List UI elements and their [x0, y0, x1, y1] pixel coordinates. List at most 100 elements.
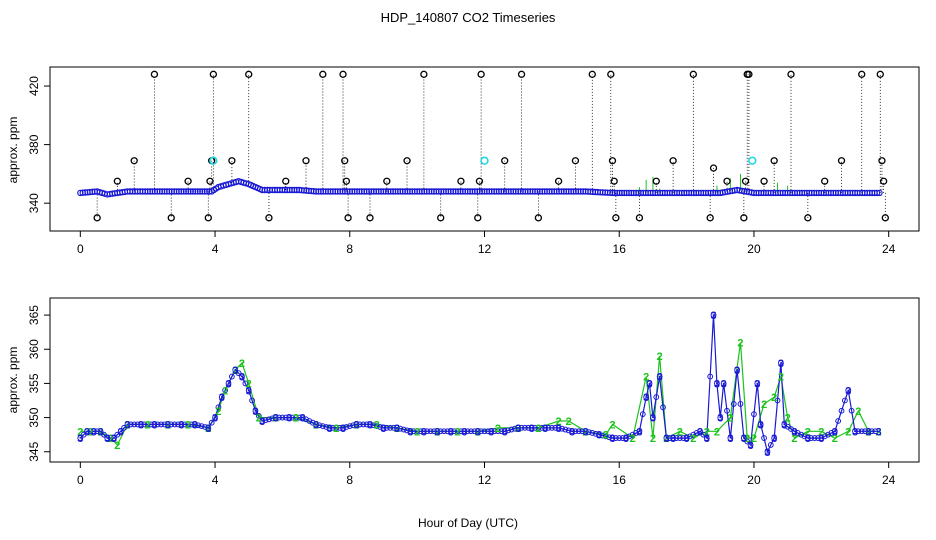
series-3-glyph: 3: [643, 392, 649, 404]
series-2-glyph: 2: [124, 419, 130, 431]
series-3-point: [242, 380, 249, 387]
spike-point: [607, 70, 615, 78]
series-2-glyph: 2: [232, 365, 238, 377]
series-3-glyph: 3: [448, 426, 454, 438]
series-2-glyph: 2: [727, 413, 733, 425]
series-3-point: [673, 435, 680, 441]
series-3-point: [249, 397, 255, 404]
series-3-point: [609, 435, 616, 441]
series-3-point: [343, 424, 350, 430]
series-2-glyph: 2: [845, 426, 851, 438]
series-3-point: [478, 428, 485, 435]
series-3-point: [323, 424, 330, 430]
series-3-point: [279, 414, 286, 421]
cyan-point: [209, 156, 218, 165]
series-3-glyph: 3: [818, 433, 824, 445]
series-3-point: [545, 424, 552, 431]
series-2-glyph: 2: [454, 426, 460, 438]
spike-point: [204, 214, 212, 222]
series-3-point: [414, 428, 421, 435]
series-3-glyph: 3: [778, 358, 784, 370]
series-3-glyph: 3: [124, 419, 130, 431]
series-3-point: [697, 428, 703, 435]
series-2-glyph: 2: [246, 378, 252, 390]
series-3-glyph: 3: [636, 426, 642, 438]
top-y-tick-label: 380: [27, 134, 41, 154]
series-2-glyph: 2: [215, 406, 221, 418]
spike-point: [804, 214, 812, 222]
series-3-point: [205, 424, 212, 431]
spike-point: [534, 214, 543, 222]
series-3-point: [461, 428, 468, 435]
series-3-point: [501, 428, 508, 435]
series-3-point: [542, 424, 549, 431]
series-3-point: [309, 419, 316, 426]
series-2-glyph: 2: [690, 433, 696, 445]
series-3-glyph: 3: [502, 426, 508, 438]
bottom-x-tick-label: 20: [747, 473, 761, 487]
series-2-glyph: 2: [657, 351, 663, 363]
series-3-glyph: 3: [758, 419, 764, 431]
series-3-point: [100, 431, 107, 438]
series-3-point: [77, 435, 84, 441]
series-3-point: [764, 448, 771, 455]
series-3-point: [612, 435, 619, 441]
series-3-point: [336, 424, 343, 431]
series-2-glyph: 2: [805, 426, 811, 438]
series-3-point: [828, 430, 835, 436]
series-3-glyph: 3: [407, 426, 413, 438]
bottom-x-tick-label: 8: [346, 473, 353, 487]
series-3-point: [191, 421, 198, 428]
series-3-point: [606, 434, 613, 441]
spike-point: [245, 70, 253, 78]
series-3-point: [107, 435, 114, 441]
top-y-tick-label: 340: [27, 193, 41, 213]
spike-point: [554, 177, 563, 185]
series-3-glyph: 3: [556, 423, 562, 435]
series-3-point: [693, 430, 700, 436]
series-3-point: [178, 421, 185, 428]
series-3-point: [646, 380, 653, 387]
spike-point: [709, 164, 718, 172]
top-plot-frame: [49, 66, 920, 232]
series-2-glyph: 2: [744, 433, 750, 445]
spike-point: [265, 214, 273, 222]
series-2-glyph: 2: [603, 430, 609, 442]
series-3-point: [239, 373, 245, 380]
spike-point: [821, 177, 829, 185]
series-3-glyph: 3: [721, 378, 727, 390]
bottom-y-tick-label: 350: [27, 407, 41, 427]
series-3-glyph: 3: [734, 365, 740, 377]
series-3-glyph: 3: [421, 426, 427, 438]
series-3-point: [508, 426, 515, 433]
series-3-point: [404, 427, 410, 434]
spike-point: [878, 157, 886, 165]
series-3-point: [687, 433, 693, 440]
series-3-point: [417, 428, 424, 435]
bottom-x-tick-label: 4: [212, 473, 219, 487]
series-2-glyph: 2: [273, 413, 279, 425]
series-3-point: [444, 428, 451, 435]
series-3-point: [771, 435, 778, 441]
series-3-point: [676, 435, 683, 441]
series-2-glyph: 2: [414, 426, 420, 438]
top-x-tick-label: 4: [212, 242, 219, 256]
series-2-glyph: 2: [714, 426, 720, 438]
series-2-glyph: 2: [761, 399, 767, 411]
series-3-point: [804, 435, 811, 441]
spike-point: [635, 214, 644, 222]
series-3-point: [380, 424, 387, 431]
spike-point: [740, 214, 748, 222]
series-3-point: [518, 424, 525, 431]
series-3-point: [602, 433, 609, 440]
series-3-glyph: 3: [623, 433, 629, 445]
series-3-point: [222, 387, 229, 394]
spike-point: [608, 157, 617, 165]
series-3-point: [484, 428, 491, 435]
bottom-y-tick-label: 360: [27, 339, 41, 359]
series-2-glyph: 2: [77, 426, 83, 438]
series-3-glyph: 3: [84, 426, 90, 438]
series-3-point: [737, 401, 744, 407]
series-3-point: [138, 421, 144, 428]
series-3-glyph: 3: [380, 423, 386, 435]
